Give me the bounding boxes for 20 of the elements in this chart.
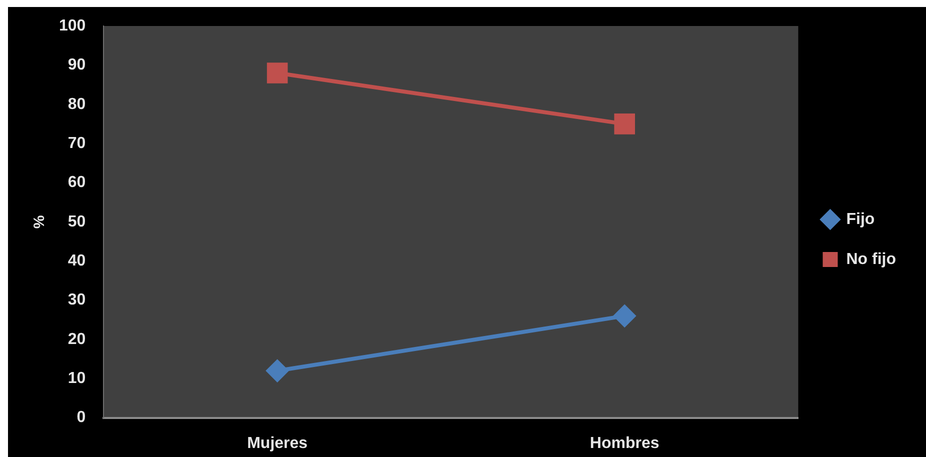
point bbox=[266, 62, 288, 84]
y-tick-label: 80 bbox=[68, 96, 86, 113]
y-tick-label: 10 bbox=[68, 370, 86, 388]
x-tick-label: Hombres bbox=[590, 434, 660, 452]
legend-label: No fijo bbox=[846, 250, 896, 268]
y-tick-label: 70 bbox=[68, 134, 86, 152]
x-tick-label: Mujeres bbox=[247, 434, 308, 452]
y-tick-label: 100 bbox=[58, 17, 86, 34]
y-axis-title: % bbox=[31, 215, 48, 229]
y-tick-label: 0 bbox=[76, 409, 86, 426]
point bbox=[613, 304, 636, 328]
point bbox=[266, 359, 289, 382]
y-tick-label: 60 bbox=[68, 174, 86, 192]
y-tick-label: 50 bbox=[68, 213, 86, 230]
y-tick-label: 40 bbox=[68, 252, 86, 270]
legend-label: Fijo bbox=[846, 210, 875, 228]
y-tick-label: 20 bbox=[68, 330, 86, 348]
y-tick-label: 30 bbox=[68, 292, 86, 309]
point bbox=[614, 114, 635, 134]
y-tick-label: 90 bbox=[68, 56, 86, 74]
